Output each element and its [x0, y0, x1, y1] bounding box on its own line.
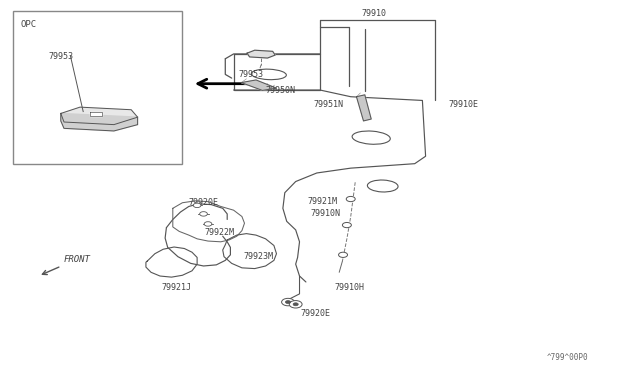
- Text: 79921M: 79921M: [307, 197, 337, 206]
- Circle shape: [342, 222, 351, 228]
- Text: FRONT: FRONT: [64, 255, 91, 264]
- Circle shape: [289, 301, 302, 308]
- Text: 79923M: 79923M: [243, 252, 273, 261]
- Circle shape: [200, 212, 207, 216]
- Circle shape: [285, 301, 291, 304]
- Bar: [13, 11, 182, 164]
- Polygon shape: [247, 50, 275, 58]
- Text: 79920E: 79920E: [301, 309, 331, 318]
- Circle shape: [204, 222, 212, 226]
- Polygon shape: [61, 107, 138, 125]
- Ellipse shape: [367, 180, 398, 192]
- Ellipse shape: [352, 131, 390, 144]
- Text: 79921J: 79921J: [162, 283, 192, 292]
- Circle shape: [339, 252, 348, 257]
- Text: 79910E: 79910E: [448, 100, 478, 109]
- Circle shape: [293, 303, 298, 306]
- Polygon shape: [241, 80, 276, 90]
- Text: 79953: 79953: [48, 52, 73, 61]
- Polygon shape: [356, 95, 371, 121]
- Text: 79950N: 79950N: [266, 86, 296, 95]
- Circle shape: [346, 196, 355, 202]
- Text: 79922M: 79922M: [205, 228, 235, 237]
- Text: 79951N: 79951N: [314, 100, 344, 109]
- Ellipse shape: [252, 69, 286, 80]
- Text: 79910N: 79910N: [310, 209, 340, 218]
- Text: OPC: OPC: [20, 20, 36, 29]
- Polygon shape: [61, 113, 138, 131]
- Text: 79920E: 79920E: [189, 198, 219, 207]
- Text: 79953: 79953: [239, 70, 264, 79]
- Text: 79910: 79910: [362, 9, 387, 17]
- Text: ^799^00P0: ^799^00P0: [547, 353, 589, 362]
- Circle shape: [282, 298, 294, 306]
- Text: 79910H: 79910H: [334, 283, 364, 292]
- Polygon shape: [90, 112, 102, 116]
- Circle shape: [193, 203, 201, 208]
